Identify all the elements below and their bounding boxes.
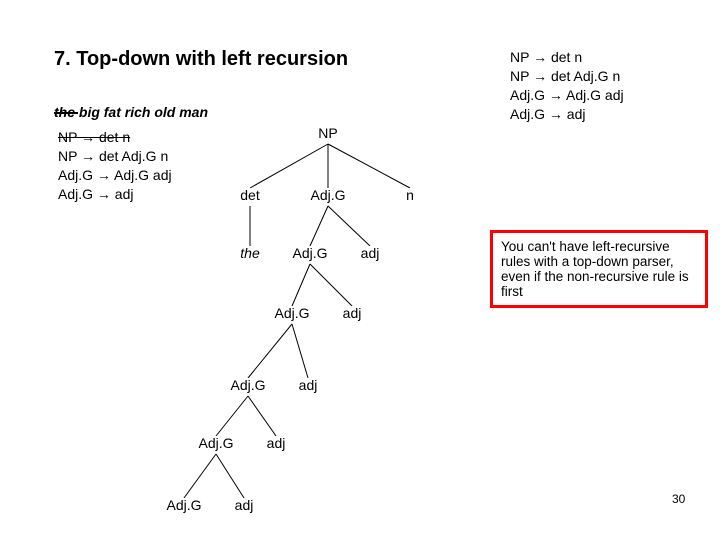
tree-edge <box>250 144 328 188</box>
tree-node-bg <box>270 306 315 322</box>
tree-node-bg <box>294 378 322 394</box>
tree-node-bg <box>318 126 338 142</box>
tree-node-label: n <box>406 187 414 203</box>
tree-node-bg <box>404 188 416 204</box>
tree-node-label: adj <box>299 377 318 393</box>
callout-text: You can't have left-recursive rules with… <box>501 239 689 299</box>
tree-node-bg <box>356 246 384 262</box>
tree-node-label: Adj.G <box>230 377 265 393</box>
page-title: 7. Top-down with left recursion <box>54 48 348 71</box>
grammar-rule: NP → det Adj.G n <box>58 147 172 166</box>
tree-edge <box>216 396 248 436</box>
tree-node-bg <box>306 188 351 204</box>
tree-node-bg <box>162 498 207 514</box>
tree-edge <box>184 454 216 498</box>
tree-edge <box>328 144 410 188</box>
grammar-rule: NP → det n <box>58 128 172 147</box>
tree-node-bg <box>262 436 290 452</box>
grammar-rule: Adj.G → adj <box>510 105 624 124</box>
tree-node-label: adj <box>235 497 254 513</box>
example-strike-bar <box>54 112 78 114</box>
tree-edge <box>216 454 244 498</box>
grammar-rule: Adj.G → adj <box>58 185 172 204</box>
grammar-rule: NP → det n <box>510 48 624 67</box>
tree-node-bg <box>288 246 333 262</box>
tree-node-label: Adj.G <box>198 435 233 451</box>
tree-edge <box>248 324 292 378</box>
tree-node-label: the <box>240 245 260 261</box>
tree-node-label: NP <box>318 125 337 141</box>
tree-node-bg <box>230 498 258 514</box>
tree-edge <box>292 264 310 306</box>
tree-node-label: Adj.G <box>166 497 201 513</box>
tree-edge <box>292 324 308 378</box>
tree-node-label: adj <box>343 305 362 321</box>
grammar-right: NP → det nNP → det Adj.G nAdj.G → Adj.G … <box>510 48 624 124</box>
tree-node-label: Adj.G <box>292 245 327 261</box>
tree-node-bg <box>226 378 271 394</box>
tree-node-label: Adj.G <box>310 187 345 203</box>
grammar-rule: Adj.G → Adj.G adj <box>58 166 172 185</box>
grammar-rule: NP → det Adj.G n <box>510 67 624 86</box>
tree-node-label: Adj.G <box>274 305 309 321</box>
tree-node-label: adj <box>361 245 380 261</box>
tree-node-bg <box>236 188 264 204</box>
tree-node-label: det <box>240 187 260 203</box>
tree-node-bg <box>236 246 264 262</box>
tree-node-label: adj <box>267 435 286 451</box>
tree-edge <box>310 206 328 246</box>
tree-edge <box>248 396 276 436</box>
tree-node-bg <box>194 436 239 452</box>
page-number: 30 <box>672 492 685 506</box>
grammar-rule: Adj.G → Adj.G adj <box>510 86 624 105</box>
tree-edge <box>310 264 352 306</box>
grammar-left: NP → det nNP → det Adj.G nAdj.G → Adj.G … <box>58 128 172 204</box>
callout-box: You can't have left-recursive rules with… <box>490 230 708 308</box>
tree-node-bg <box>338 306 366 322</box>
tree-edge <box>328 206 370 246</box>
